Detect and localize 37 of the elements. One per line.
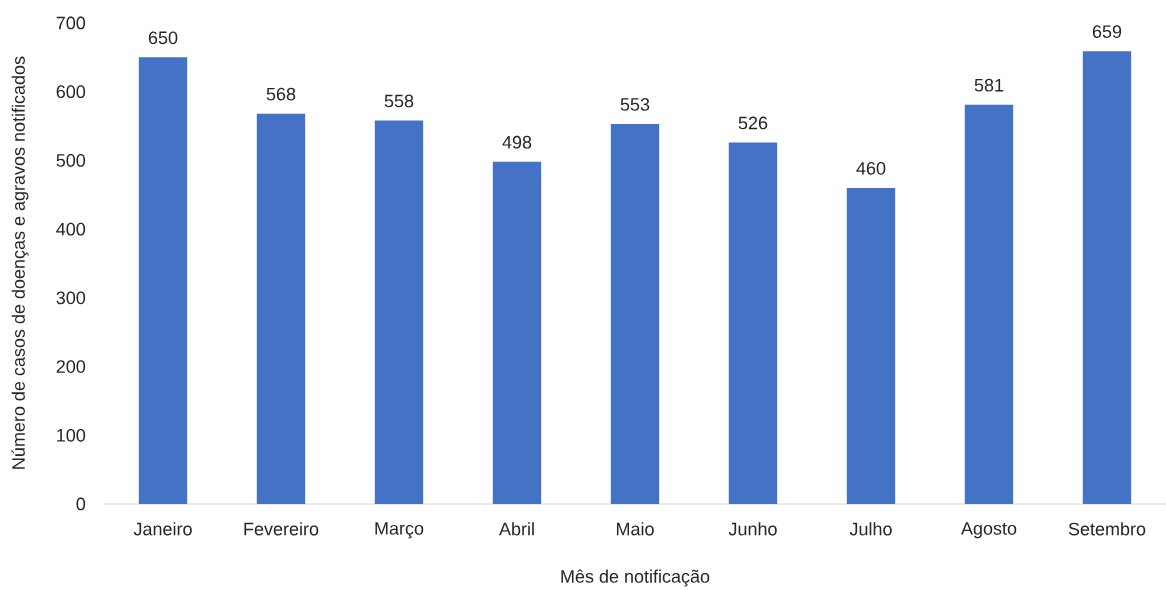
bar [374, 120, 424, 504]
data-label: 558 [384, 94, 414, 108]
bar [964, 104, 1014, 504]
x-tick-label: Março [375, 522, 424, 539]
data-label: 460 [856, 161, 886, 175]
y-tick-label: 200 [56, 360, 86, 373]
y-axis-title: Número de casos de doenças e agravos notificados [11, 56, 29, 469]
bar [256, 113, 306, 504]
bar [1082, 51, 1132, 504]
x-tick-label: Junho [728, 522, 777, 536]
y-tick-label: 700 [56, 16, 86, 30]
data-label: 498 [502, 135, 532, 149]
x-tick-label: Maio [616, 522, 654, 536]
data-label: 526 [738, 116, 768, 130]
x-axis-title: Mês de notificação [561, 569, 710, 587]
data-label: 650 [148, 31, 178, 45]
y-tick-label: 300 [56, 291, 86, 305]
bar [138, 57, 188, 504]
x-tick-label: Fevereiro [244, 522, 319, 536]
y-tick-label: 500 [56, 154, 86, 167]
data-label: 553 [620, 98, 650, 111]
bar [610, 124, 660, 504]
x-tick-label: Agosto [960, 522, 1017, 539]
x-tick-label: Abril [499, 522, 534, 536]
x-tick-label: Janeiro [133, 522, 192, 536]
y-tick-label: 100 [57, 428, 86, 442]
bar [492, 161, 542, 504]
x-tick-label: Julho [849, 522, 892, 536]
bar [846, 187, 896, 504]
y-tick-label: 600 [56, 85, 86, 99]
bar [728, 142, 778, 504]
y-tick-label: 400 [56, 222, 86, 236]
data-label: 568 [266, 87, 296, 101]
x-tick-label: Setembro [1068, 522, 1146, 536]
data-label: 581 [974, 78, 1004, 92]
data-label: 659 [1092, 25, 1122, 38]
y-tick-label: 0 [76, 497, 86, 511]
